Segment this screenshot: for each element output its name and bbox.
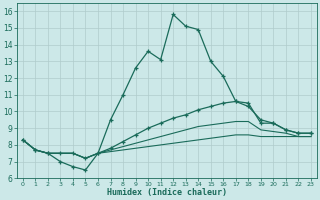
X-axis label: Humidex (Indice chaleur): Humidex (Indice chaleur): [107, 188, 227, 197]
